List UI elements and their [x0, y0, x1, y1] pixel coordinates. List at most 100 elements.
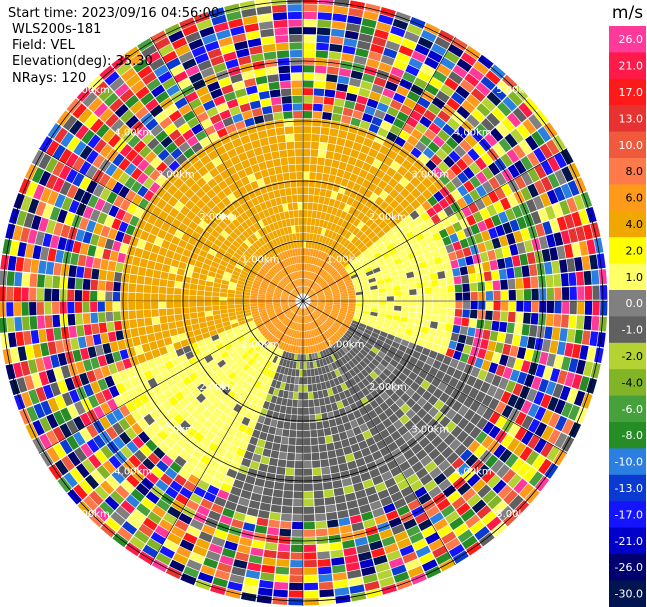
range-gate	[323, 166, 331, 175]
range-gate	[348, 339, 356, 347]
range-gate	[514, 411, 527, 426]
range-gate	[324, 274, 331, 281]
range-gate	[326, 339, 332, 347]
range-gate	[261, 105, 273, 115]
range-gate	[330, 240, 337, 249]
range-gate	[138, 326, 147, 336]
range-gate	[315, 309, 322, 315]
range-gate	[334, 368, 341, 377]
range-gate	[234, 301, 243, 305]
range-gate	[173, 413, 185, 425]
range-gate	[268, 362, 276, 371]
range-gate	[258, 289, 267, 294]
range-gate	[250, 387, 258, 396]
range-gate	[272, 338, 279, 346]
range-gate	[205, 280, 214, 287]
range-gate	[473, 444, 487, 459]
range-gate	[291, 305, 298, 311]
range-gate	[507, 438, 520, 453]
range-gate	[242, 294, 250, 299]
range-gate	[535, 364, 546, 378]
range-gate	[303, 164, 310, 172]
range-gate	[438, 173, 451, 186]
range-gate	[67, 277, 76, 290]
range-gate	[222, 507, 235, 518]
range-gate	[420, 63, 436, 76]
range-gate	[320, 382, 327, 390]
range-gate	[384, 80, 398, 92]
range-gate	[394, 204, 405, 214]
range-gate	[316, 35, 330, 44]
range-gate	[313, 285, 320, 291]
range-gate	[439, 404, 451, 416]
range-gate	[269, 336, 277, 344]
range-gate	[226, 390, 236, 400]
range-gate	[329, 345, 336, 354]
range-gate	[312, 391, 319, 399]
range-gate	[46, 369, 57, 384]
range-gate	[312, 265, 317, 273]
range-gate	[507, 473, 522, 489]
range-gate	[256, 334, 264, 342]
range-gate	[327, 526, 340, 536]
range-gate	[416, 194, 427, 205]
range-gate	[438, 345, 448, 355]
range-gate	[277, 373, 284, 382]
range-gate	[265, 393, 273, 402]
range-gate	[556, 245, 566, 260]
range-gate	[317, 296, 325, 299]
range-gate	[55, 340, 65, 354]
range-gate	[316, 242, 322, 251]
range-gate	[431, 435, 443, 448]
range-gate	[359, 348, 368, 357]
range-gate	[523, 312, 531, 324]
range-gate	[310, 272, 314, 280]
range-gate	[349, 377, 357, 387]
range-gate	[304, 308, 307, 316]
range-gate	[598, 316, 607, 332]
range-gate	[406, 323, 415, 330]
range-gate	[435, 370, 446, 381]
range-gate	[400, 284, 409, 291]
range-gate	[246, 320, 255, 326]
range-gate	[291, 225, 296, 234]
range-gate	[399, 209, 409, 220]
range-gate	[513, 230, 524, 243]
range-gate	[501, 404, 514, 419]
range-gate	[279, 382, 286, 390]
range-gate	[360, 259, 369, 267]
range-gate	[356, 303, 364, 308]
range-gate	[452, 267, 461, 277]
range-gate	[462, 283, 470, 292]
range-gate	[417, 36, 434, 50]
range-gate	[481, 435, 494, 449]
range-gate	[373, 554, 388, 566]
range-gate	[437, 271, 446, 279]
range-gate	[317, 277, 323, 284]
range-gate	[288, 297, 296, 300]
range-gate	[561, 356, 571, 371]
range-gate	[420, 29, 437, 43]
range-gate	[525, 450, 540, 466]
range-gate	[364, 105, 376, 116]
range-gate	[332, 572, 348, 581]
range-gate	[163, 388, 174, 400]
range-gate	[75, 463, 90, 479]
range-gate	[300, 316, 303, 324]
range-gate	[303, 506, 315, 514]
range-gate	[480, 152, 494, 166]
range-gate	[498, 321, 508, 333]
range-gate	[440, 254, 450, 263]
range-gate	[318, 302, 326, 305]
range-gate	[269, 314, 277, 320]
range-gate	[125, 427, 138, 440]
range-gate	[273, 435, 282, 444]
range-gate	[135, 301, 144, 310]
range-gate	[88, 454, 102, 469]
range-gate	[358, 169, 368, 179]
range-gate	[316, 27, 331, 36]
range-gate	[318, 334, 324, 343]
range-gate	[381, 326, 390, 334]
range-gate	[297, 331, 300, 339]
range-gate	[280, 298, 288, 301]
